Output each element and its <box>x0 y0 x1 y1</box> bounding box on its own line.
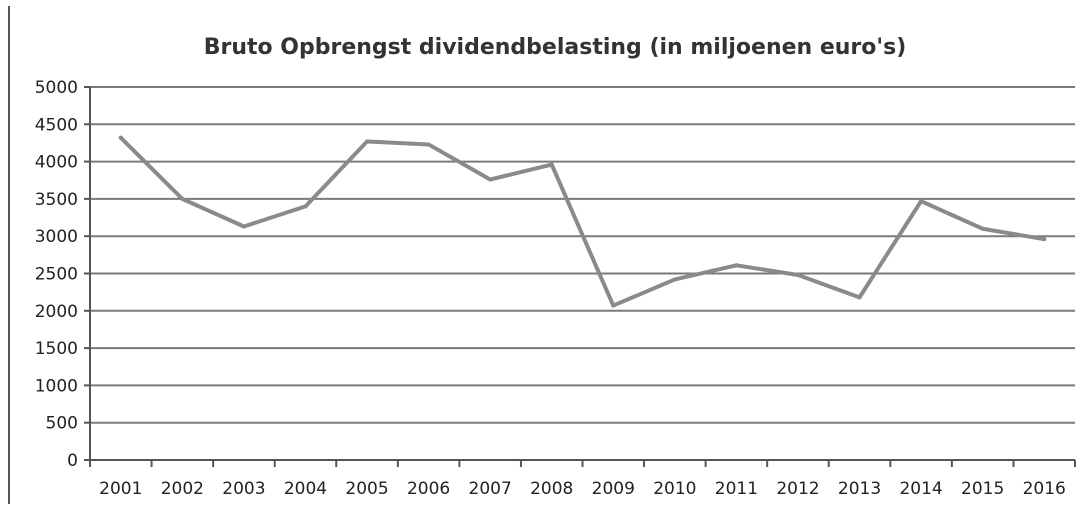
chart-frame <box>8 6 1084 504</box>
data-point <box>1042 237 1047 242</box>
x-tick-label: 2011 <box>715 479 758 499</box>
data-point <box>303 204 308 209</box>
y-tick-label: 4500 <box>35 115 78 135</box>
data-point <box>180 196 185 201</box>
data-point <box>980 226 985 231</box>
x-tick-label: 2012 <box>776 479 819 499</box>
axes <box>84 86 1076 467</box>
y-tick-label: 1000 <box>35 376 78 396</box>
data-point <box>241 224 246 229</box>
y-tick-label: 3500 <box>35 190 78 210</box>
data-point <box>365 139 370 144</box>
x-tick-label: 2003 <box>222 479 265 499</box>
x-tick-label: 2008 <box>530 479 573 499</box>
series-line <box>118 135 1047 308</box>
x-tick-label: 2010 <box>653 479 696 499</box>
x-tick-label: 2013 <box>838 479 881 499</box>
y-tick-label: 2500 <box>35 265 78 285</box>
y-tick-label: 1500 <box>35 339 78 359</box>
gridlines <box>90 86 1075 424</box>
y-axis-tick-labels: 0 500 1000 1500 2000 2500 3000 3500 4000 4500 5000 <box>35 78 78 471</box>
chart-title: Bruto Opbrengst dividendbelasting (in mi… <box>204 35 907 60</box>
x-tick-label: 2004 <box>284 479 327 499</box>
y-tick-label: 500 <box>46 414 78 434</box>
x-tick-label: 2015 <box>961 479 1004 499</box>
x-tick-label: 2016 <box>1023 479 1066 499</box>
y-tick-label: 4000 <box>35 153 78 173</box>
data-point <box>672 277 677 282</box>
y-tick-label: 2000 <box>35 302 78 322</box>
x-tick-label: 2001 <box>99 479 142 499</box>
x-axis-tick-labels: 2001 2002 2003 2004 2005 2006 2007 2008 2009 2010… <box>99 479 1066 499</box>
data-point <box>549 162 554 167</box>
x-tick-label: 2009 <box>592 479 635 499</box>
x-tick-label: 2005 <box>345 479 388 499</box>
data-point <box>118 135 123 140</box>
x-tick-label: 2002 <box>161 479 204 499</box>
x-tick-label: 2007 <box>469 479 512 499</box>
y-tick-label: 5000 <box>35 78 78 98</box>
x-tick-label: 2006 <box>407 479 450 499</box>
data-point <box>611 303 616 308</box>
x-tick-label: 2014 <box>899 479 942 499</box>
data-point <box>734 263 739 268</box>
data-point <box>919 199 924 204</box>
data-point <box>426 142 431 147</box>
y-tick-label: 3000 <box>35 227 78 247</box>
y-tick-label: 0 <box>67 451 78 471</box>
data-point <box>488 177 493 182</box>
data-point <box>857 295 862 300</box>
series-layer <box>118 135 1047 308</box>
data-point <box>795 272 800 277</box>
